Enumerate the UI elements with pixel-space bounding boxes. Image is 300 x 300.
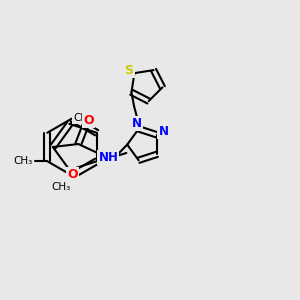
- Text: N: N: [159, 125, 169, 138]
- Text: O: O: [83, 113, 94, 127]
- Text: S: S: [124, 64, 134, 77]
- Text: CH₃: CH₃: [13, 156, 32, 166]
- Text: N: N: [131, 117, 142, 130]
- Text: O: O: [67, 168, 78, 181]
- Text: CH₃: CH₃: [52, 182, 71, 193]
- Text: CH₃: CH₃: [74, 113, 93, 123]
- Text: NH: NH: [98, 151, 118, 164]
